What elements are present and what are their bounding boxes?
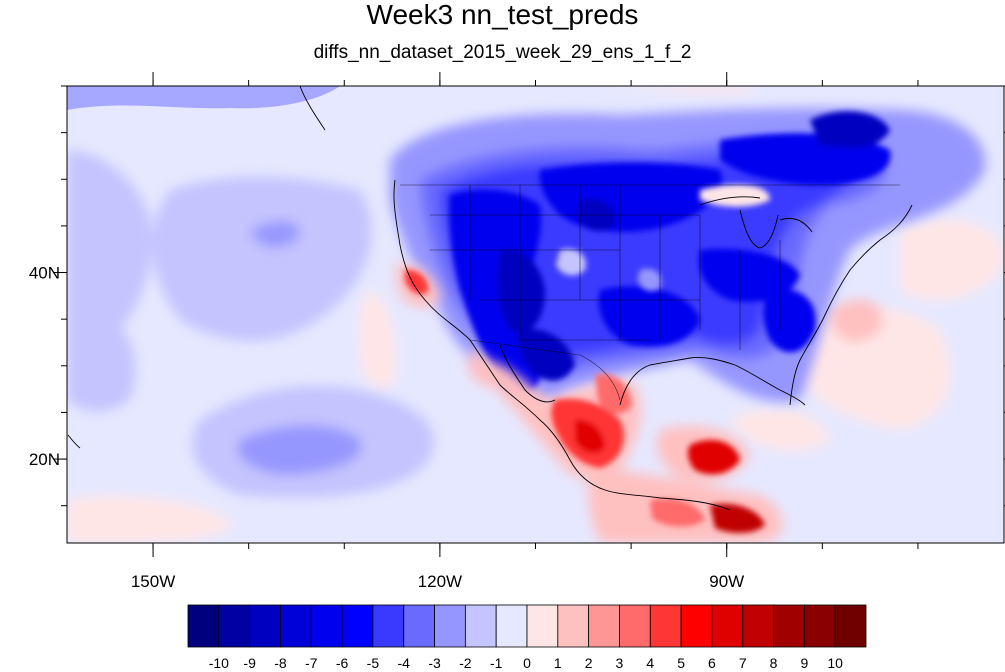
map-subtitle: diffs_nn_dataset_2015_week_29_ens_1_f_2 bbox=[313, 42, 692, 63]
state-borders bbox=[400, 184, 900, 401]
colorbar-label: -10 bbox=[209, 655, 229, 671]
colorbar-swatch bbox=[588, 604, 620, 648]
colorbar bbox=[187, 604, 867, 648]
colorbar-label: -2 bbox=[459, 655, 472, 671]
colorbar-swatch bbox=[280, 604, 312, 648]
colorbar-label: 3 bbox=[616, 655, 624, 671]
colorbar-label: -8 bbox=[274, 655, 287, 671]
colorbar-swatch bbox=[187, 604, 220, 648]
colorbar-swatch bbox=[649, 604, 682, 648]
colorbar-swatch bbox=[680, 604, 713, 648]
colorbar-swatch bbox=[372, 604, 405, 648]
colorbar-label: 6 bbox=[708, 655, 716, 671]
colorbar-swatch bbox=[218, 604, 251, 648]
longitude-axis: 150W 120W 90W bbox=[131, 72, 744, 591]
colorbar-swatch bbox=[834, 604, 867, 648]
colorbar-swatch bbox=[803, 604, 836, 648]
colorbar-swatch bbox=[711, 604, 744, 648]
colorbar-swatch bbox=[464, 604, 497, 648]
colorbar-label: -6 bbox=[336, 655, 349, 671]
colorbar-swatch bbox=[434, 604, 466, 648]
lat-tick-label: 20N bbox=[29, 450, 60, 469]
latitude-axis: 40N 20N bbox=[29, 264, 1005, 469]
colorbar-label: -9 bbox=[243, 655, 256, 671]
coastline bbox=[67, 86, 913, 511]
colorbar-label: 9 bbox=[800, 655, 808, 671]
colorbar-swatch bbox=[403, 604, 435, 648]
map-title: Week3 nn_test_preds bbox=[366, 0, 639, 30]
colorbar-swatch bbox=[557, 604, 590, 648]
colorbar-swatch bbox=[495, 604, 528, 648]
colorbar-label: -7 bbox=[305, 655, 318, 671]
colorbar-label: 2 bbox=[585, 655, 593, 671]
colorbar-label: 7 bbox=[739, 655, 747, 671]
colorbar-label: 5 bbox=[677, 655, 685, 671]
colorbar-swatch bbox=[249, 604, 281, 648]
lon-tick-label: 90W bbox=[709, 572, 744, 591]
difference-field bbox=[67, 86, 1004, 543]
colorbar-label: 0 bbox=[523, 655, 531, 671]
colorbar-swatch bbox=[310, 604, 343, 648]
colorbar-label: -4 bbox=[398, 655, 411, 671]
lon-tick-label: 120W bbox=[418, 572, 462, 591]
colorbar-swatch bbox=[773, 604, 805, 648]
colorbar-label: -1 bbox=[490, 655, 503, 671]
lat-tick-label: 40N bbox=[29, 264, 60, 283]
colorbar-swatch bbox=[742, 604, 774, 648]
colorbar-label: 1 bbox=[554, 655, 562, 671]
lon-tick-label: 150W bbox=[131, 572, 175, 591]
colorbar-label: 8 bbox=[770, 655, 778, 671]
colorbar-swatch bbox=[341, 604, 374, 648]
colorbar-label: -5 bbox=[367, 655, 380, 671]
colorbar-label: 10 bbox=[827, 655, 843, 671]
colorbar-label: 4 bbox=[646, 655, 654, 671]
colorbar-label: -3 bbox=[428, 655, 441, 671]
colorbar-labels: -10 -9 -8 -7 -6 -5 -4 -3 -2 -1 0 1 2 3 4 5 6 7 8 9 10 bbox=[209, 655, 843, 671]
colorbar-swatch bbox=[526, 604, 559, 648]
colorbar-swatch bbox=[619, 604, 651, 648]
